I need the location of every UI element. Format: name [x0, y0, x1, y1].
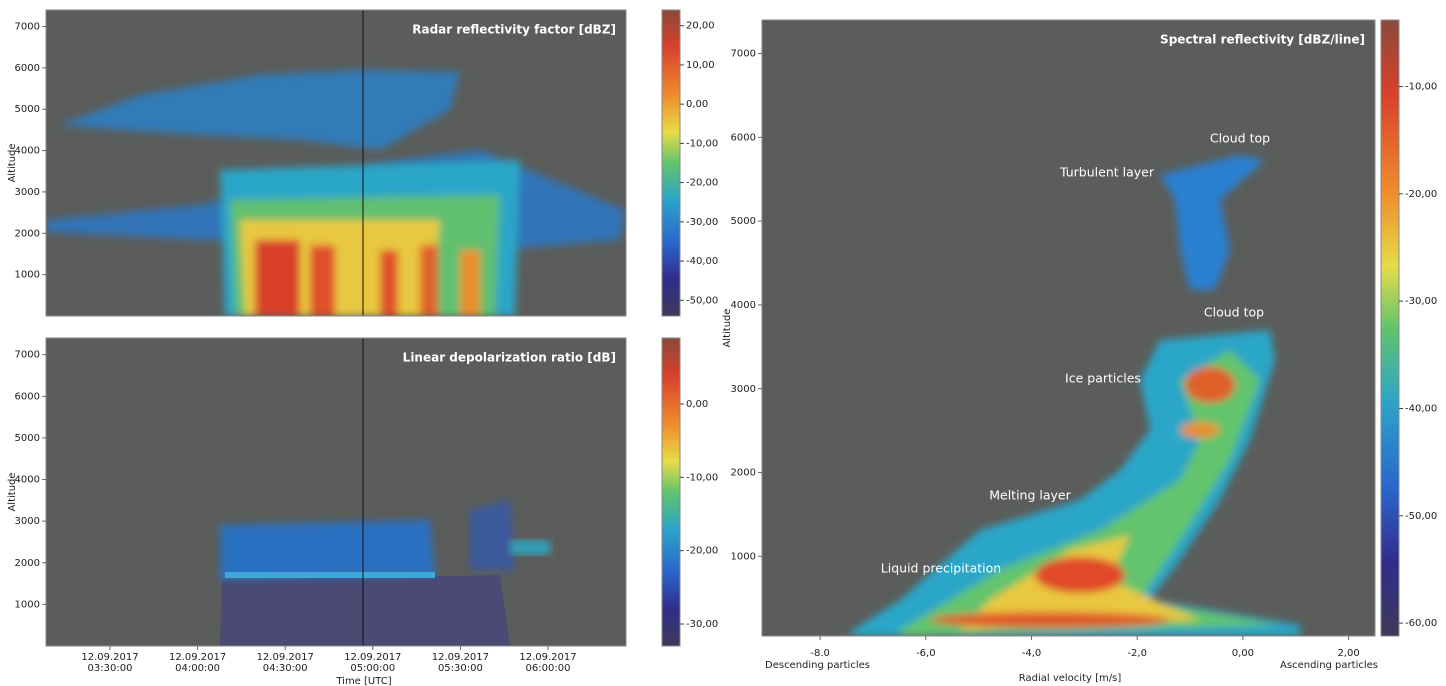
colorbar-tick-label: -20,00	[1405, 189, 1437, 200]
colorbar-tick-label: 0,00	[686, 399, 708, 410]
colorbar-tick-label: 20,00	[686, 21, 715, 32]
y-axis-label: Altitude	[7, 472, 18, 511]
x-tick-label: -4,0	[1022, 648, 1042, 659]
colorbar-tick-label: -30,00	[686, 619, 718, 630]
x-tick-label: 0,00	[1232, 648, 1254, 659]
colorbar-tick-label: -10,00	[1405, 82, 1437, 93]
y-axis-label: Altitude	[7, 143, 18, 182]
x-tick-time: 04:30:00	[263, 663, 308, 674]
x-tick-label: -6,0	[916, 648, 936, 659]
y-tick-label: 3000	[15, 516, 40, 527]
heatmap	[46, 70, 625, 316]
y-tick-label: 5000	[15, 433, 40, 444]
colorbar	[1380, 19, 1400, 637]
y-tick-label: 4000	[731, 300, 756, 311]
x-tick-date: 12.09.2017	[519, 652, 576, 663]
x-tick-time: 05:00:00	[350, 663, 395, 674]
annotation: Cloud top	[1204, 305, 1264, 320]
x-tick-time: 05:30:00	[438, 663, 483, 674]
x-tick-label: -8.0	[810, 648, 830, 659]
colorbar-tick-label: -40,00	[1405, 403, 1437, 414]
colorbar-tick-label: -20,00	[686, 546, 718, 557]
y-tick-label: 2000	[15, 228, 40, 239]
colorbar-tick-label: -30,00	[1405, 296, 1437, 307]
y-tick-label: 5000	[15, 104, 40, 115]
colorbar-tick-label: -50,00	[686, 295, 718, 306]
x-tick-date: 12.09.2017	[81, 652, 138, 663]
annotation: Cloud top	[1210, 131, 1270, 146]
y-tick-label: 6000	[731, 132, 756, 143]
y-tick-label: 7000	[15, 22, 40, 33]
y-tick-label: 1000	[15, 270, 40, 281]
y-tick-label: 2000	[731, 468, 756, 479]
y-tick-label: 1000	[15, 599, 40, 610]
colorbar	[661, 9, 681, 317]
annotation: Melting layer	[989, 488, 1071, 503]
plot-frame	[761, 19, 1376, 637]
x-tick-label: -2,0	[1127, 648, 1147, 659]
plot-frame	[45, 9, 627, 317]
x-tick-time: 06:00:00	[526, 663, 571, 674]
x-tick-time: 03:30:00	[88, 663, 133, 674]
colorbar-tick-label: -10,00	[686, 472, 718, 483]
annotation: Liquid precipitation	[881, 561, 1001, 576]
y-tick-label: 7000	[15, 350, 40, 361]
y-tick-label: 3000	[15, 187, 40, 198]
x-axis-label: Time [UTC]	[335, 676, 391, 686]
x-end-label: Descending particles	[765, 660, 870, 671]
plot-frame	[45, 337, 627, 647]
annotation: Turbulent layer	[1059, 165, 1155, 180]
x-tick-date: 12.09.2017	[169, 652, 226, 663]
heatmap	[850, 155, 1300, 636]
x-axis-label: Radial velocity [m/s]	[1019, 673, 1122, 684]
plot-title: Linear depolarization ratio [dB]	[403, 351, 616, 365]
colorbar-tick-label: -30,00	[686, 217, 718, 228]
annotation: Ice particles	[1065, 371, 1141, 386]
heatmap	[220, 500, 550, 646]
colorbar-tick-label: 0,00	[686, 99, 708, 110]
y-tick-label: 6000	[15, 391, 40, 402]
plot-title: Radar reflectivity factor [dBZ]	[412, 23, 616, 37]
colorbar-tick-label: 10,00	[686, 60, 715, 71]
plot-title: Spectral reflectivity [dBZ/line]	[1160, 33, 1365, 47]
colorbar	[661, 337, 681, 647]
y-axis-label: Altitude	[722, 308, 733, 347]
x-tick-date: 12.09.2017	[344, 652, 401, 663]
y-tick-label: 4000	[15, 146, 40, 157]
x-end-label: Ascending particles	[1280, 660, 1378, 671]
y-tick-label: 4000	[15, 475, 40, 486]
x-tick-date: 12.09.2017	[432, 652, 489, 663]
y-tick-label: 1000	[731, 551, 756, 562]
x-tick-time: 04:00:00	[175, 663, 220, 674]
colorbar-tick-label: -60,00	[1405, 618, 1437, 629]
y-tick-label: 6000	[15, 63, 40, 74]
y-tick-label: 5000	[731, 216, 756, 227]
x-tick-label: 2,00	[1337, 648, 1359, 659]
colorbar-tick-label: -50,00	[1405, 511, 1437, 522]
y-tick-label: 7000	[731, 49, 756, 60]
y-tick-label: 2000	[15, 558, 40, 569]
x-tick-date: 12.09.2017	[257, 652, 314, 663]
y-tick-label: 3000	[731, 384, 756, 395]
colorbar-tick-label: -40,00	[686, 256, 718, 267]
colorbar-tick-label: -10,00	[686, 138, 718, 149]
colorbar-tick-label: -20,00	[686, 178, 718, 189]
